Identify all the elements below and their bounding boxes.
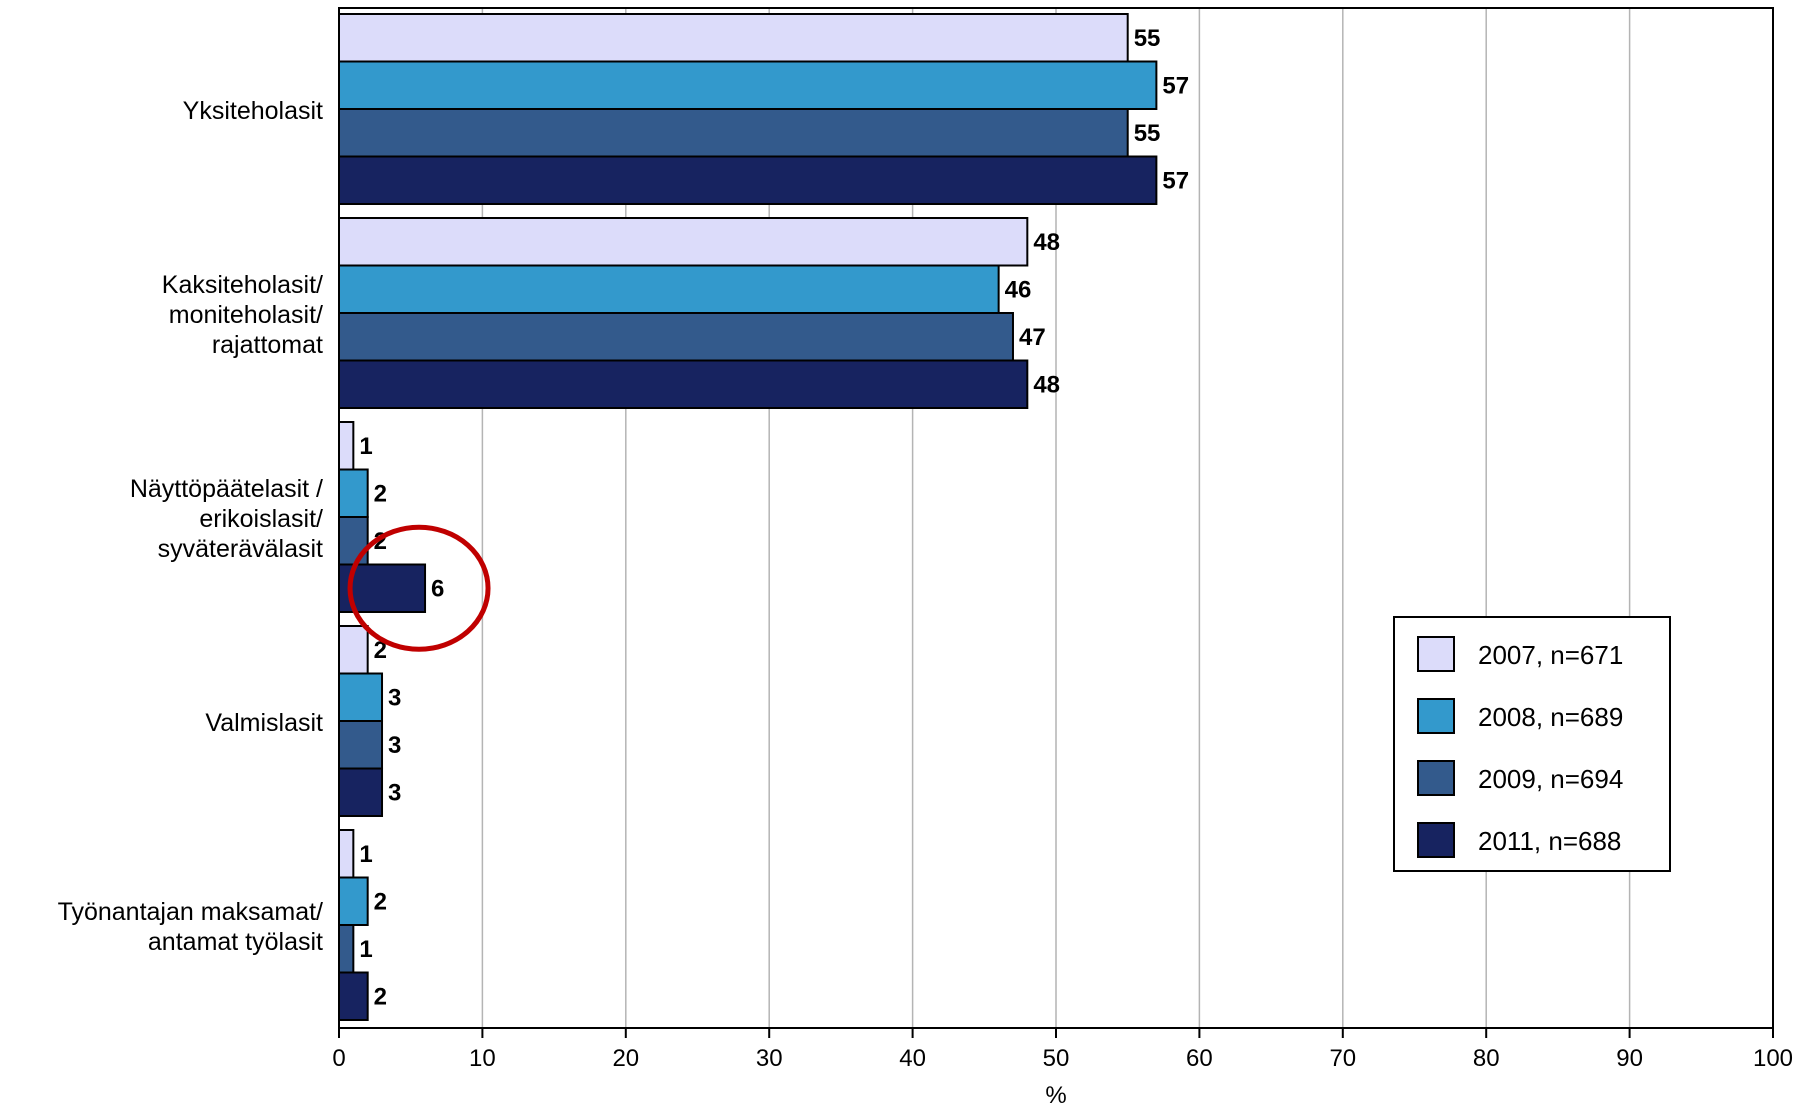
x-axis-ticks: 0 10 20 30 40 50 60 70 80 90 100 <box>332 1028 1793 1072</box>
bar <box>338 155 1158 205</box>
legend: 2007, n=671 2008, n=689 2009, n=694 2011, n… <box>1393 616 1671 872</box>
bar-value-label: 57 <box>1162 167 1189 194</box>
bar-value-label: 2 <box>374 888 387 915</box>
x-tick-label: 100 <box>1753 1045 1793 1072</box>
bar <box>338 625 369 675</box>
category-label-line: Työnantajan maksamat/ <box>58 898 323 926</box>
x-tick-label: 80 <box>1473 1045 1500 1072</box>
bars <box>338 13 1158 1021</box>
category-label: Kaksiteholasit/moniteholasit/rajattomat <box>162 271 323 359</box>
x-tick-label: 20 <box>612 1045 639 1072</box>
bar <box>338 359 1029 409</box>
x-tick-label: 70 <box>1329 1045 1356 1072</box>
bar-value-label: 3 <box>388 779 401 806</box>
category-label: Yksiteholasit <box>183 97 323 125</box>
bar <box>338 312 1014 362</box>
category-label-line: Näyttöpäätelasit / <box>130 475 323 503</box>
bar <box>338 516 369 566</box>
category-label-line: Kaksiteholasit/ <box>162 271 323 299</box>
plot-frame <box>338 7 1774 1029</box>
bar <box>338 468 369 518</box>
category-label-line: moniteholasit/ <box>169 301 323 329</box>
x-tick-label: 50 <box>1043 1045 1070 1072</box>
bar-value-label: 1 <box>359 936 372 963</box>
bar-value-label: 47 <box>1019 324 1046 351</box>
x-tick-label: 40 <box>899 1045 926 1072</box>
bar <box>338 720 384 770</box>
category-label-line: antamat työlasit <box>148 928 323 956</box>
bar-value-label: 57 <box>1162 72 1189 99</box>
bar-value-label: 55 <box>1134 120 1161 147</box>
x-tick-label: 90 <box>1616 1045 1643 1072</box>
category-label: Näyttöpäätelasit / erikoislasit/syväteräv… <box>130 475 323 563</box>
bar-value-label: 48 <box>1033 229 1060 256</box>
bar-value-label: 6 <box>431 575 444 602</box>
x-tick-label: 10 <box>469 1045 496 1072</box>
bar-value-label: 46 <box>1005 276 1032 303</box>
bar <box>338 13 1129 63</box>
category-label: Työnantajan maksamat/antamat työlasit <box>58 898 323 956</box>
legend-label: 2009, n=694 <box>1478 764 1623 794</box>
bar <box>338 971 369 1021</box>
legend-swatch <box>1417 760 1455 796</box>
bar-value-label: 55 <box>1134 25 1161 52</box>
category-label-line: syväterävälasit <box>158 535 323 563</box>
bar-value-label: 1 <box>359 433 372 460</box>
bar <box>338 876 369 926</box>
x-tick-label: 60 <box>1186 1045 1213 1072</box>
bar <box>338 767 384 817</box>
bar <box>338 829 355 879</box>
legend-swatch <box>1417 822 1455 858</box>
legend-label: 2008, n=689 <box>1478 702 1623 732</box>
category-label-line: Yksiteholasit <box>183 97 323 125</box>
x-tick-label: 0 <box>332 1045 345 1072</box>
legend-label: 2011, n=688 <box>1478 826 1621 856</box>
bar-value-label: 3 <box>388 732 401 759</box>
bar <box>338 60 1158 110</box>
bar-value-label: 1 <box>359 841 372 868</box>
legend-swatch <box>1417 636 1455 672</box>
bar <box>338 672 384 722</box>
category-label-line: rajattomat <box>212 331 323 359</box>
category-labels: Yksiteholasit Kaksiteholasit/moniteholasi… <box>58 97 323 956</box>
legend-label: 2007, n=671 <box>1478 640 1623 670</box>
bar <box>338 924 355 974</box>
bar <box>338 264 1000 314</box>
highlight-annotation <box>347 524 491 652</box>
bar-value-label: 2 <box>374 480 387 507</box>
legend-swatch <box>1417 698 1455 734</box>
highlight-circle <box>347 524 491 652</box>
bar-value-label: 2 <box>374 983 387 1010</box>
bar <box>338 421 355 471</box>
bar <box>338 217 1029 267</box>
category-label: Valmislasit <box>205 709 323 737</box>
category-label-line: erikoislasit/ <box>199 505 323 533</box>
bar-value-label: 3 <box>388 684 401 711</box>
category-label-line: Valmislasit <box>205 709 323 737</box>
bar-value-label: 48 <box>1033 371 1060 398</box>
x-axis-title: % <box>1045 1082 1066 1109</box>
bar <box>338 108 1129 158</box>
x-tick-label: 30 <box>756 1045 783 1072</box>
